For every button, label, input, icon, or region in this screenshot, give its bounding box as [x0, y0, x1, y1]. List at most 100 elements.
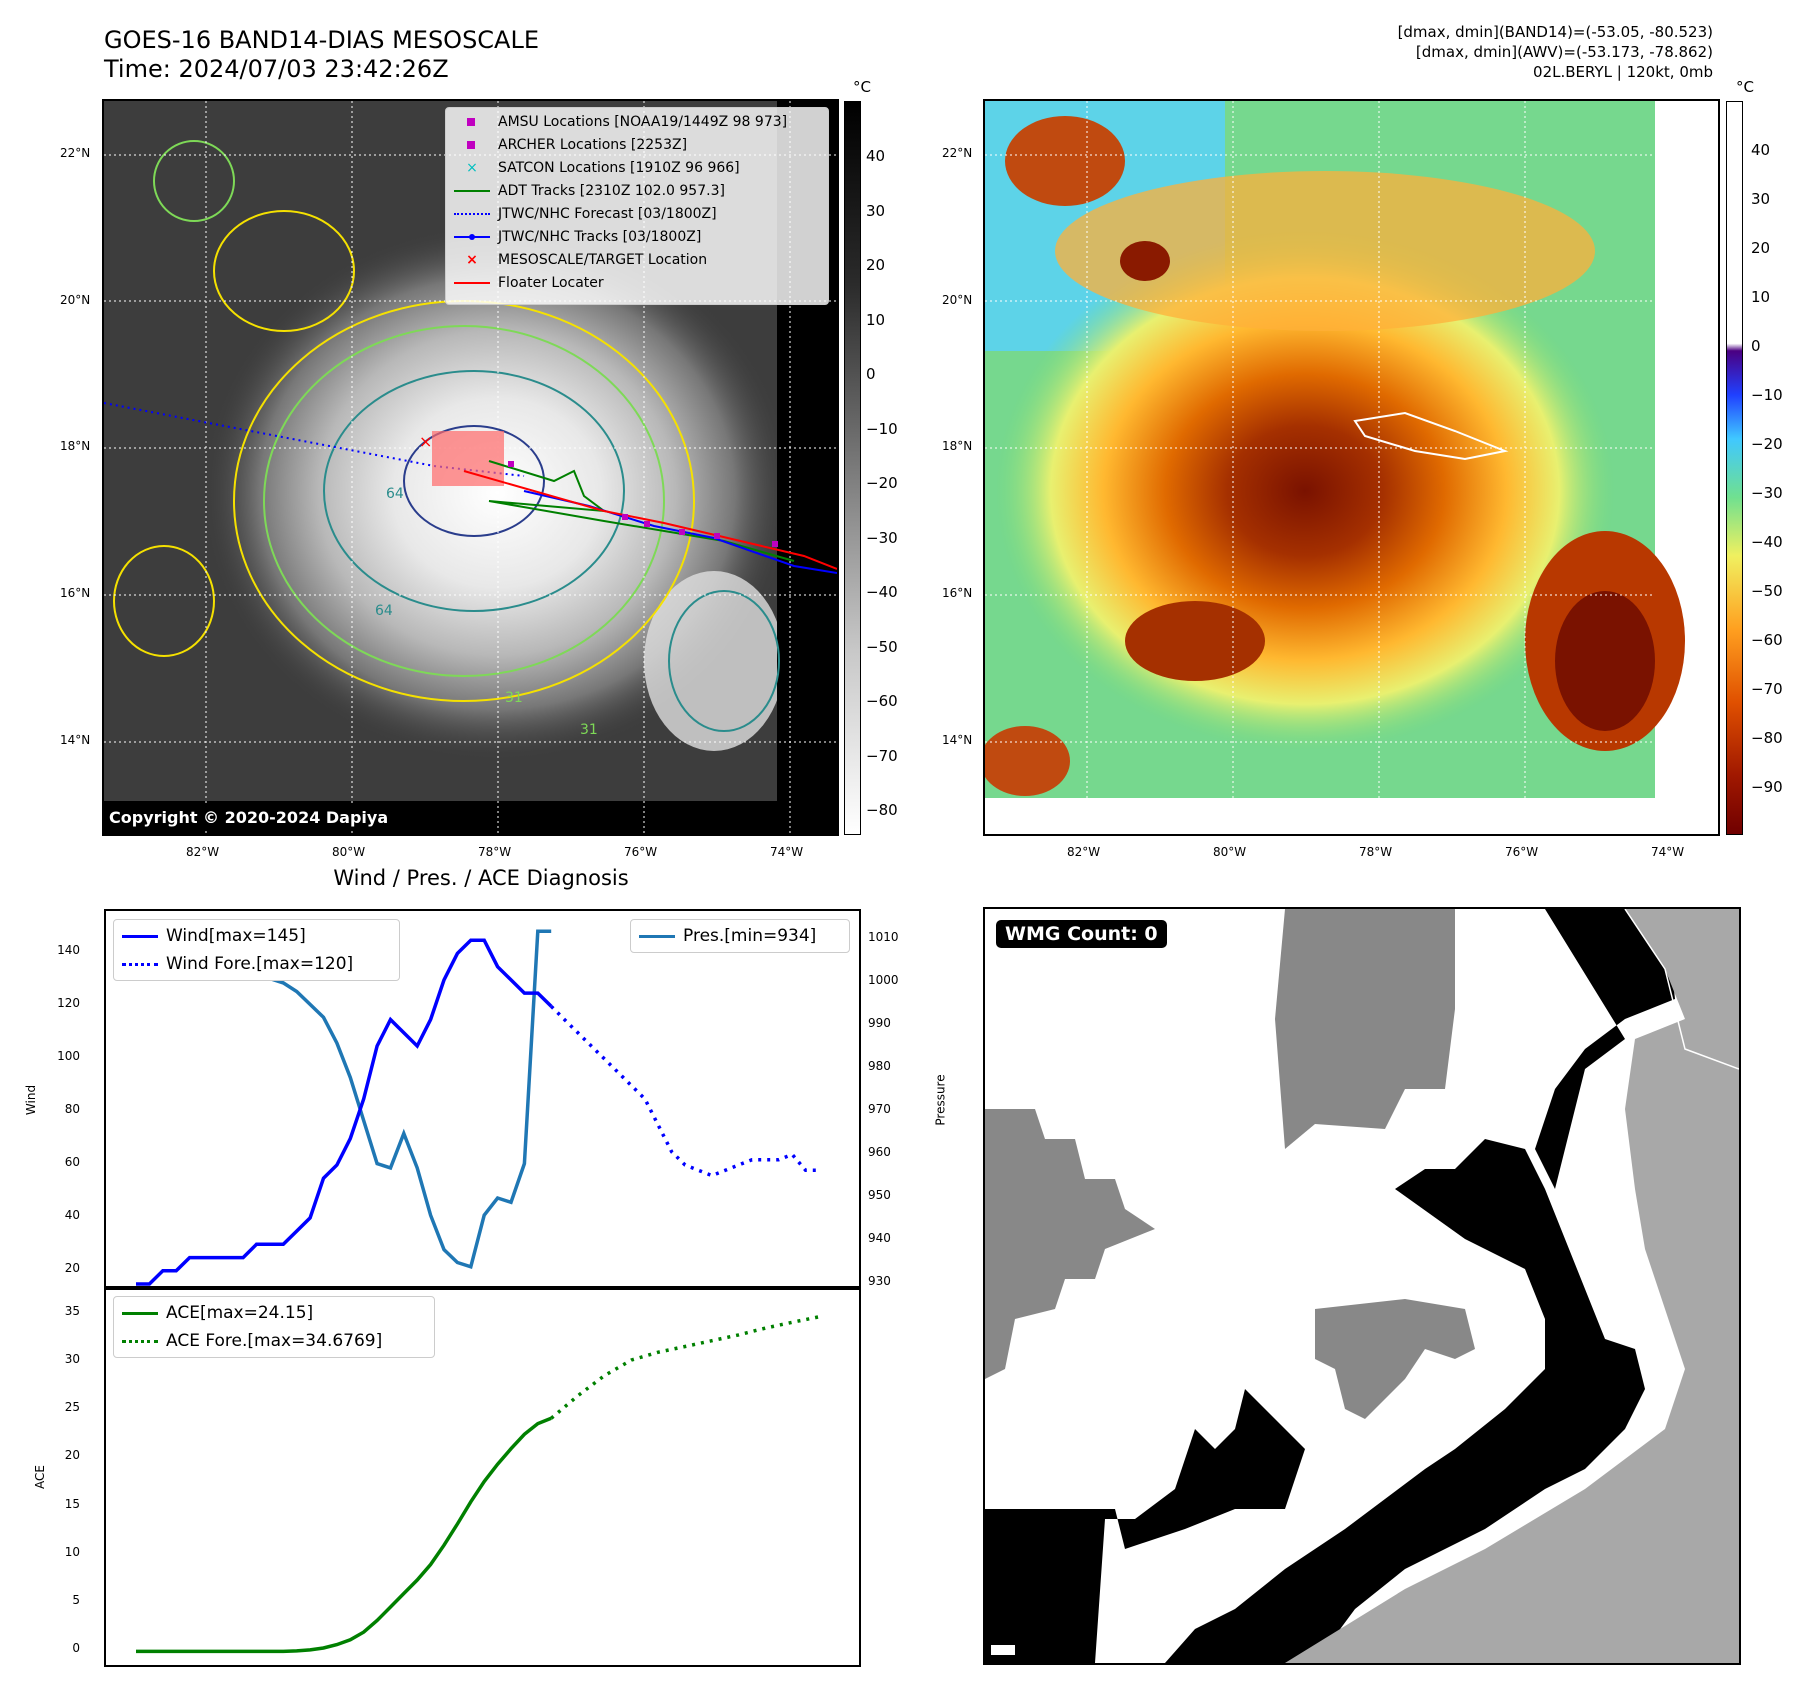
info-line-3: 02L.BERYL | 120kt, 0mb [1533, 63, 1713, 81]
line-icon [454, 276, 490, 290]
line-icon [639, 929, 675, 943]
x-icon: × [466, 252, 478, 268]
lat-label: 20°N [60, 293, 91, 307]
copyright-text: Copyright © 2020-2024 Dapiya [104, 806, 394, 829]
cbar-gray-tick: −40 [866, 583, 898, 601]
pres-tick: 980 [868, 1058, 891, 1073]
cbar-color-tick: 40 [1751, 141, 1771, 159]
cbar-color-tick: −80 [1751, 729, 1783, 747]
lat-label: 16°N [60, 586, 91, 600]
ace-tick: 0 [72, 1641, 80, 1656]
cbar-gray-tick: −10 [866, 419, 898, 438]
ace-legend-item: ACE[max=24.15] [166, 1303, 314, 1323]
target-x: × [419, 432, 432, 451]
cbar-gray-tick: −60 [866, 692, 898, 710]
pres-tick: 940 [868, 1230, 891, 1245]
color-ir-panel [983, 99, 1720, 836]
pressure-line [136, 929, 552, 1270]
lon-label: 76°W [1505, 845, 1539, 859]
contour-label: 64 [375, 603, 393, 619]
wmg-light-gray-regions [1285, 909, 1739, 1663]
wind-tick: 140 [57, 943, 80, 958]
cbar-color-tick: −50 [1751, 582, 1783, 600]
contour-label: 31 [580, 722, 598, 738]
ace-line [136, 1416, 552, 1654]
ace-plot [136, 1315, 820, 1654]
wmg-panel [983, 907, 1741, 1665]
wind-line [136, 938, 553, 1286]
dotted-line-icon [122, 957, 158, 971]
colorbar-gray [844, 101, 861, 835]
lon-label: 74°W [1651, 845, 1685, 859]
pres-legend-item: Pres.[min=934] [683, 926, 817, 946]
cbar-color-tick: −70 [1751, 680, 1783, 698]
ace-tick: 20 [64, 1448, 80, 1463]
cbar-gray-unit: °C [853, 78, 871, 96]
wind-tick: 120 [57, 996, 80, 1011]
lat-label: 22°N [60, 146, 91, 160]
lon-label: 80°W [332, 845, 366, 859]
pres-tick: 970 [868, 1101, 891, 1116]
wind-fore-legend-item: Wind Fore.[max=120] [166, 954, 354, 974]
wmg-image [985, 909, 1739, 1663]
cbar-gray-tick: −80 [866, 801, 898, 819]
cbar-color-tick: −30 [1751, 484, 1783, 502]
cbar-gray-tick: −70 [866, 746, 898, 765]
map-legend: AMSU Locations [NOAA19/1449Z 98 973] ARC… [445, 107, 829, 305]
figure-title: GOES-16 BAND14-DIAS MESOSCALE Time: 2024… [104, 26, 539, 84]
ace-legend: ACE[max=24.15] ACE Fore.[max=34.6769] [113, 1296, 435, 1358]
cbar-gray-tick: 30 [866, 201, 886, 220]
diagnosis-subtitle: Wind / Pres. / ACE Diagnosis [333, 866, 629, 890]
ace-tick: 15 [64, 1496, 80, 1511]
square-icon [454, 138, 490, 152]
floater-track [463, 470, 837, 570]
pres-tick: 990 [868, 1015, 891, 1030]
cbar-gray-tick: −20 [866, 474, 898, 492]
title-line-2: Time: 2024/07/03 23:42:26Z [104, 55, 449, 83]
ace-tick: 10 [64, 1544, 80, 1559]
square-icon [454, 115, 490, 129]
cbar-gray-tick: −30 [866, 528, 898, 547]
lat-label: 18°N [60, 439, 91, 453]
legend-tracks: JTWC/NHC Tracks [03/1800Z] [498, 229, 702, 245]
lon-label: 74°W [770, 845, 804, 859]
wmg-gray-regions [985, 909, 1475, 1419]
ace-fore-legend-item: ACE Fore.[max=34.6769] [166, 1331, 383, 1351]
floater-box [432, 431, 504, 486]
colorbar-color [1726, 101, 1743, 835]
legend-satcon: SATCON Locations [1910Z 96 966] [498, 160, 740, 176]
wind-legend-item: Wind[max=145] [166, 926, 306, 946]
lat-label: 18°N [942, 439, 973, 453]
pres-tick: 960 [868, 1144, 891, 1159]
lon-label: 78°W [1359, 845, 1393, 859]
line-icon [122, 929, 158, 943]
ace-tick: 30 [64, 1351, 80, 1366]
wmg-black-regions [985, 909, 1675, 1663]
cbar-gray-tick: 0 [866, 365, 876, 383]
legend-amsu: AMSU Locations [NOAA19/1449Z 98 973] [498, 114, 788, 130]
cbar-color-tick: −20 [1751, 435, 1783, 453]
ace-panel: ACE[max=24.15] ACE Fore.[max=34.6769] [104, 1286, 861, 1667]
ir-map-panel: × AMSU Locations [NOAA19/1449Z 98 973] A… [102, 99, 839, 836]
color-gridlines [985, 101, 1655, 798]
wind-tick: 80 [64, 1102, 80, 1117]
amsu-points [508, 461, 778, 547]
figure-info: [dmax, dmin](BAND14)=(-53.05, -80.523) [… [1398, 22, 1713, 82]
title-line-1: GOES-16 BAND14-DIAS MESOSCALE [104, 26, 540, 54]
ace-forecast-line [550, 1315, 820, 1420]
lat-label: 14°N [60, 733, 91, 747]
cbar-color-tick: 0 [1751, 337, 1761, 355]
contour-label: 64 [386, 486, 404, 502]
pres-legend: Pres.[min=934] [630, 919, 850, 953]
legend-adt: ADT Tracks [2310Z 102.0 957.3] [498, 183, 725, 199]
legend-forecast: JTWC/NHC Forecast [03/1800Z] [498, 206, 717, 222]
wind-forecast-line [549, 1005, 819, 1178]
dotted-line-icon [122, 1334, 158, 1348]
cbar-color-tick: −10 [1751, 386, 1783, 404]
wmg-count-badge: WMG Count: 0 [996, 920, 1167, 948]
pres-tick: 950 [868, 1187, 891, 1202]
info-line-1: [dmax, dmin](BAND14)=(-53.05, -80.523) [1397, 23, 1713, 41]
cbar-gray-tick: 10 [866, 310, 886, 329]
lat-label: 20°N [942, 293, 973, 307]
wind-axis-label: Wind [24, 1084, 39, 1116]
